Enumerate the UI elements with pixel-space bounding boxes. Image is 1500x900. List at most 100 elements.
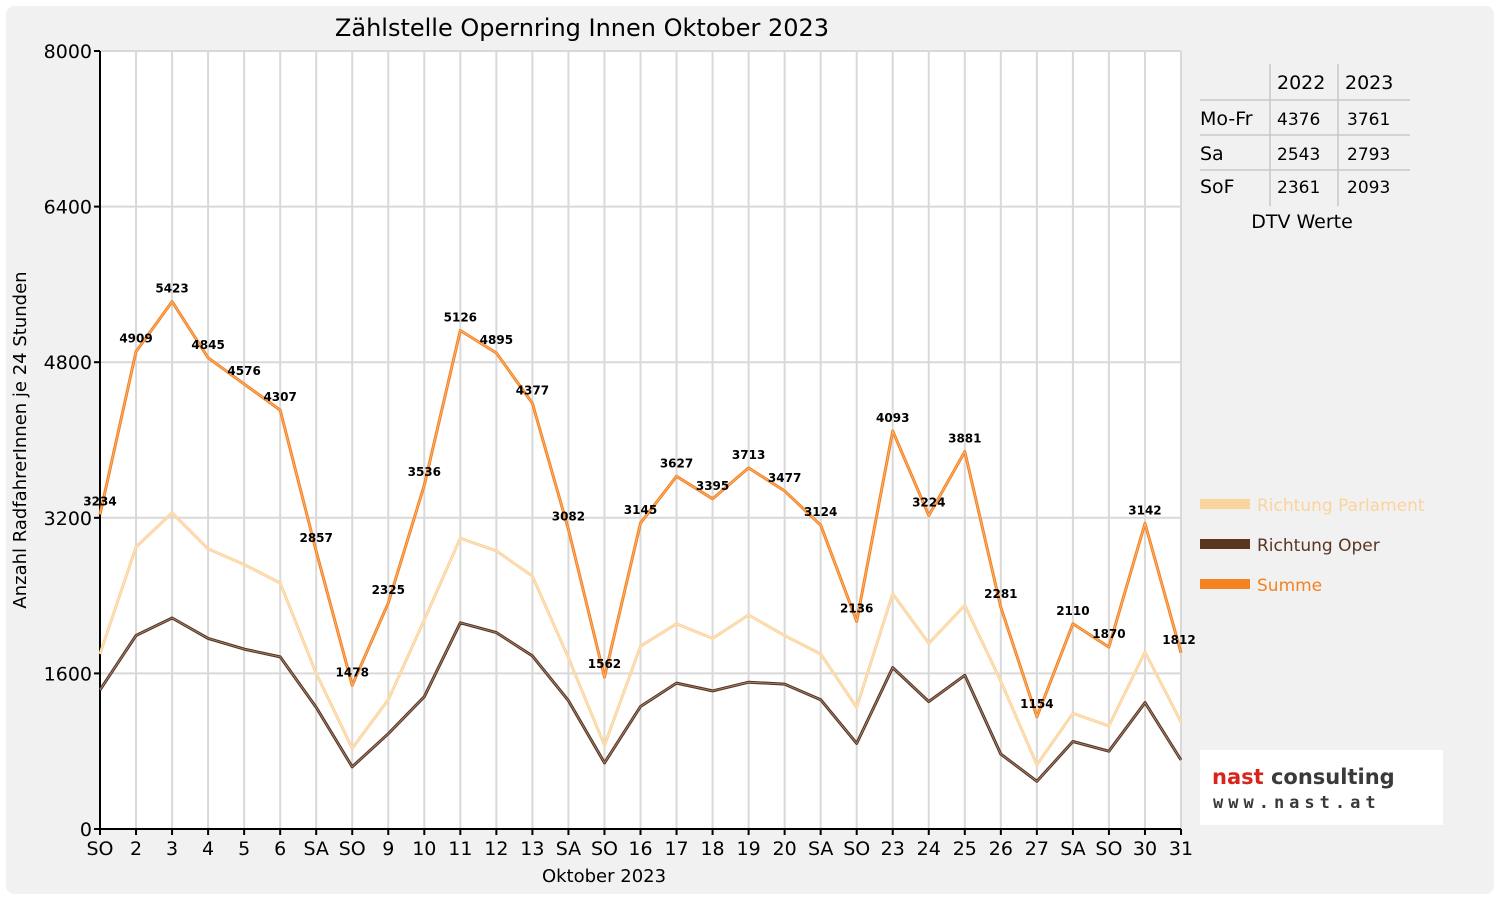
series-line-highlight (99, 617, 1182, 782)
x-tick-label: 17 (664, 838, 688, 860)
y-tick-label: 8000 (44, 41, 92, 63)
x-tick-label: 16 (628, 838, 652, 860)
y-axis-ticks: 0 1600 3200 4800 6400 8000 (44, 41, 100, 841)
legend-swatch (1200, 579, 1250, 589)
legend: Richtung Parlament Richtung Oper Summe (1200, 496, 1425, 596)
x-tick-label: SO (339, 838, 366, 860)
x-tick-label: SO (843, 838, 870, 860)
series-line-1 (98, 616, 1183, 783)
dtv-row-label: Mo-Fr (1200, 108, 1253, 130)
series-line-2 (98, 300, 1183, 719)
data-label: 3234 (83, 494, 116, 508)
data-label: 2325 (372, 583, 405, 597)
x-tick-label: SO (86, 838, 113, 860)
data-label: 4307 (263, 390, 296, 404)
x-tick-label: 25 (953, 838, 977, 860)
data-label: 3395 (696, 479, 729, 493)
series-line-highlight (99, 512, 1182, 766)
data-label: 3124 (804, 505, 837, 519)
nast-consulting-logo: nast consulting www.nast.at (1200, 750, 1443, 825)
series-lines (98, 300, 1183, 783)
logo-text-consulting: consulting (1264, 765, 1395, 789)
dtv-col-2022: 2022 (1277, 72, 1325, 94)
y-tick-label: 1600 (44, 663, 92, 685)
x-tick-label: 13 (520, 838, 544, 860)
x-tick-label: 3 (166, 838, 178, 860)
y-tick-label: 0 (80, 819, 92, 841)
dtv-cell: 2543 (1277, 145, 1320, 165)
data-label: 1478 (336, 665, 369, 679)
dtv-row-label: SoF (1200, 176, 1235, 198)
y-tick-label: 4800 (44, 352, 92, 374)
legend-swatch (1200, 499, 1250, 509)
logo-url: www.nast.at (1213, 793, 1381, 813)
data-label: 5423 (155, 282, 188, 296)
data-label: 1562 (588, 657, 621, 671)
x-tick-label: SA (1060, 838, 1085, 860)
data-label: 2281 (984, 587, 1017, 601)
data-label: 4093 (876, 411, 909, 425)
data-label: 1870 (1092, 627, 1125, 641)
series-line-0 (98, 511, 1183, 767)
x-tick-label: 9 (382, 838, 394, 860)
x-tick-label: SA (808, 838, 833, 860)
x-tick-label: 11 (448, 838, 472, 860)
legend-label: Richtung Oper (1257, 536, 1380, 556)
data-label: 3224 (912, 495, 945, 509)
data-label: 3142 (1128, 503, 1161, 517)
x-tick-label: 5 (238, 838, 250, 860)
data-label: 3145 (624, 503, 657, 517)
x-tick-label: 31 (1169, 838, 1193, 860)
x-tick-label: 18 (700, 838, 724, 860)
data-label: 4909 (119, 332, 152, 346)
data-label: 4845 (191, 338, 224, 352)
data-label: 4377 (516, 383, 549, 397)
dtv-cell: 2793 (1347, 145, 1390, 165)
legend-label: Summe (1257, 576, 1322, 596)
data-label: 1812 (1162, 633, 1195, 647)
x-tick-label: 12 (484, 838, 508, 860)
dtv-cell: 4376 (1277, 110, 1320, 130)
x-tick-label: 27 (1025, 838, 1049, 860)
x-tick-label: SO (591, 838, 618, 860)
x-tick-label: 6 (274, 838, 286, 860)
x-tick-label: 2 (130, 838, 142, 860)
x-tick-label: SO (1095, 838, 1122, 860)
chart-title: Zählstelle Opernring Innen Oktober 2023 (335, 14, 829, 42)
x-tick-label: SA (556, 838, 581, 860)
data-label: 3627 (660, 456, 693, 470)
data-label: 1154 (1020, 697, 1053, 711)
data-label: 2857 (299, 531, 332, 545)
legend-label: Richtung Parlament (1257, 496, 1425, 516)
x-tick-label: 23 (881, 838, 905, 860)
x-tick-label: 10 (412, 838, 436, 860)
data-label: 2136 (840, 601, 873, 615)
dtv-caption: DTV Werte (1251, 211, 1353, 233)
data-label: 3713 (732, 448, 765, 462)
x-tick-label: 20 (773, 838, 797, 860)
series-line-highlight (99, 301, 1182, 718)
logo-text-nast: nast (1212, 765, 1264, 789)
x-tick-label: 30 (1133, 838, 1157, 860)
data-label: 3536 (408, 465, 441, 479)
y-tick-label: 6400 (44, 197, 92, 219)
dtv-cell: 2093 (1347, 178, 1390, 198)
dtv-table: 2022 2023 Mo-Fr 4376 3761 Sa 2543 2793 S… (1200, 64, 1410, 233)
x-axis-ticks: SO 2 3 4 5 6 SA SO 9 10 11 12 13 SA SO 16 17 18 19 20 SA SO 23… (86, 829, 1193, 860)
dtv-cell: 3761 (1347, 110, 1390, 130)
legend-swatch (1200, 539, 1250, 549)
dtv-cell: 2361 (1277, 178, 1320, 198)
data-label: 3477 (768, 471, 801, 485)
x-tick-label: 26 (989, 838, 1013, 860)
data-label: 4576 (227, 364, 260, 378)
y-tick-label: 3200 (44, 508, 92, 530)
x-axis-title: Oktober 2023 (542, 866, 666, 887)
x-tick-label: 19 (737, 838, 761, 860)
data-label: 5126 (444, 310, 477, 324)
svg-text:nast consulting: nast consulting (1212, 765, 1395, 789)
data-label: 3881 (948, 432, 981, 446)
x-tick-label: 4 (202, 838, 214, 860)
dtv-col-2023: 2023 (1345, 72, 1393, 94)
